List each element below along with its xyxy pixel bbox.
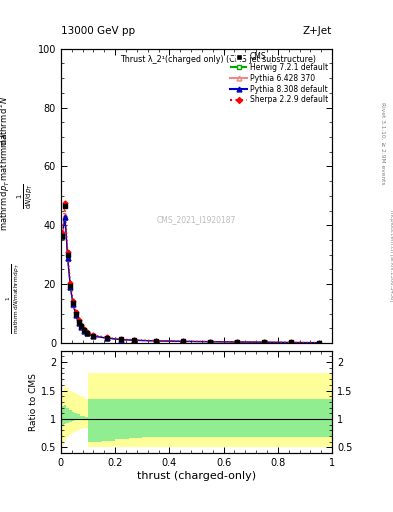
X-axis label: thrust (charged-only): thrust (charged-only) xyxy=(137,471,256,481)
Text: CMS_2021_I1920187: CMS_2021_I1920187 xyxy=(157,215,236,224)
Text: 13000 GeV pp: 13000 GeV pp xyxy=(61,26,135,36)
Text: $\mathrm{mathrm\,d}^2N$: $\mathrm{mathrm\,d}^2N$ xyxy=(0,96,10,148)
Text: Rivet 3.1.10, ≥ 2.9M events: Rivet 3.1.10, ≥ 2.9M events xyxy=(381,102,386,185)
Text: Thrust λ_2¹(charged only) (CMS jet substructure): Thrust λ_2¹(charged only) (CMS jet subst… xyxy=(121,55,317,63)
Text: $\frac{1}{\mathrm{mathrm\,d}N/\mathrm{mathrm\,d}p_T}$: $\frac{1}{\mathrm{mathrm\,d}N/\mathrm{ma… xyxy=(5,263,22,334)
Text: $\frac{1}{\mathrm{d}N/\mathrm{d}p_T}$: $\frac{1}{\mathrm{d}N/\mathrm{d}p_T}$ xyxy=(16,183,35,209)
Legend: CMS, Herwig 7.2.1 default, Pythia 6.428 370, Pythia 8.308 default, Sherpa 2.2.9 : CMS, Herwig 7.2.1 default, Pythia 6.428 … xyxy=(229,51,330,105)
Text: mcplots.cern.ch [arXiv:1306.3436]: mcplots.cern.ch [arXiv:1306.3436] xyxy=(389,210,393,302)
Text: Z+Jet: Z+Jet xyxy=(303,26,332,36)
Text: $\overline{\mathrm{mathrm\,d}p_T\,\mathrm{mathrm\,d}\,\lambda}$: $\overline{\mathrm{mathrm\,d}p_T\,\mathr… xyxy=(0,132,12,231)
Y-axis label: Ratio to CMS: Ratio to CMS xyxy=(29,373,38,431)
